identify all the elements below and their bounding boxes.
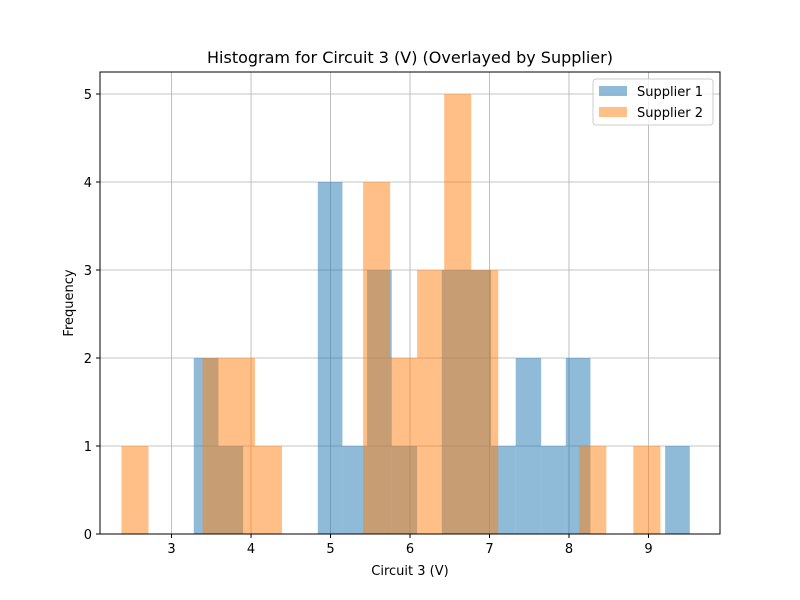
x-tick-label: 5 bbox=[326, 542, 334, 557]
bar-supplier-2 bbox=[202, 358, 218, 534]
chart-title: Histogram for Circuit 3 (V) (Overlayed b… bbox=[207, 48, 613, 67]
bar-supplier-1 bbox=[515, 358, 542, 534]
y-axis-label: Frequency bbox=[62, 269, 77, 336]
x-tick-label: 4 bbox=[247, 542, 255, 557]
x-tick-label: 8 bbox=[565, 542, 573, 557]
legend-swatch-supplier-1 bbox=[599, 86, 627, 96]
legend-label-supplier-2: Supplier 2 bbox=[637, 106, 703, 121]
bar-supplier-2 bbox=[217, 358, 255, 534]
y-tick-label: 0 bbox=[84, 528, 92, 543]
bar-supplier-2 bbox=[255, 446, 283, 534]
y-tick-label: 5 bbox=[84, 88, 92, 103]
bar-supplier-2 bbox=[417, 270, 445, 534]
legend: Supplier 1 Supplier 2 bbox=[592, 78, 714, 126]
x-tick-label: 9 bbox=[644, 542, 652, 557]
x-tick-label: 6 bbox=[406, 542, 414, 557]
bar-supplier-1 bbox=[665, 446, 690, 534]
bar-supplier-2 bbox=[633, 446, 661, 534]
bars bbox=[121, 94, 690, 534]
bar-supplier-1 bbox=[541, 446, 566, 534]
y-tick-label: 1 bbox=[84, 440, 92, 455]
x-tick-label: 3 bbox=[167, 542, 175, 557]
y-tick-label: 2 bbox=[84, 352, 92, 367]
bar-supplier-2 bbox=[363, 182, 391, 534]
bar-supplier-1 bbox=[342, 446, 368, 534]
x-tick-label: 7 bbox=[485, 542, 493, 557]
y-tick-label: 4 bbox=[84, 176, 92, 191]
bar-supplier-2 bbox=[121, 446, 149, 534]
legend-swatch-supplier-2 bbox=[599, 107, 627, 117]
x-axis-label: Circuit 3 (V) bbox=[371, 564, 448, 579]
ticks: 3 4 5 6 7 8 9 0 1 2 3 4 5 bbox=[84, 88, 653, 557]
y-tick-label: 3 bbox=[84, 264, 92, 279]
bar-supplier-2 bbox=[444, 94, 472, 534]
bar-supplier-2 bbox=[579, 446, 607, 534]
legend-label-supplier-1: Supplier 1 bbox=[637, 85, 703, 100]
bar-supplier-2 bbox=[390, 358, 418, 534]
bar-supplier-2 bbox=[471, 270, 499, 534]
bar-supplier-1 bbox=[317, 182, 343, 534]
